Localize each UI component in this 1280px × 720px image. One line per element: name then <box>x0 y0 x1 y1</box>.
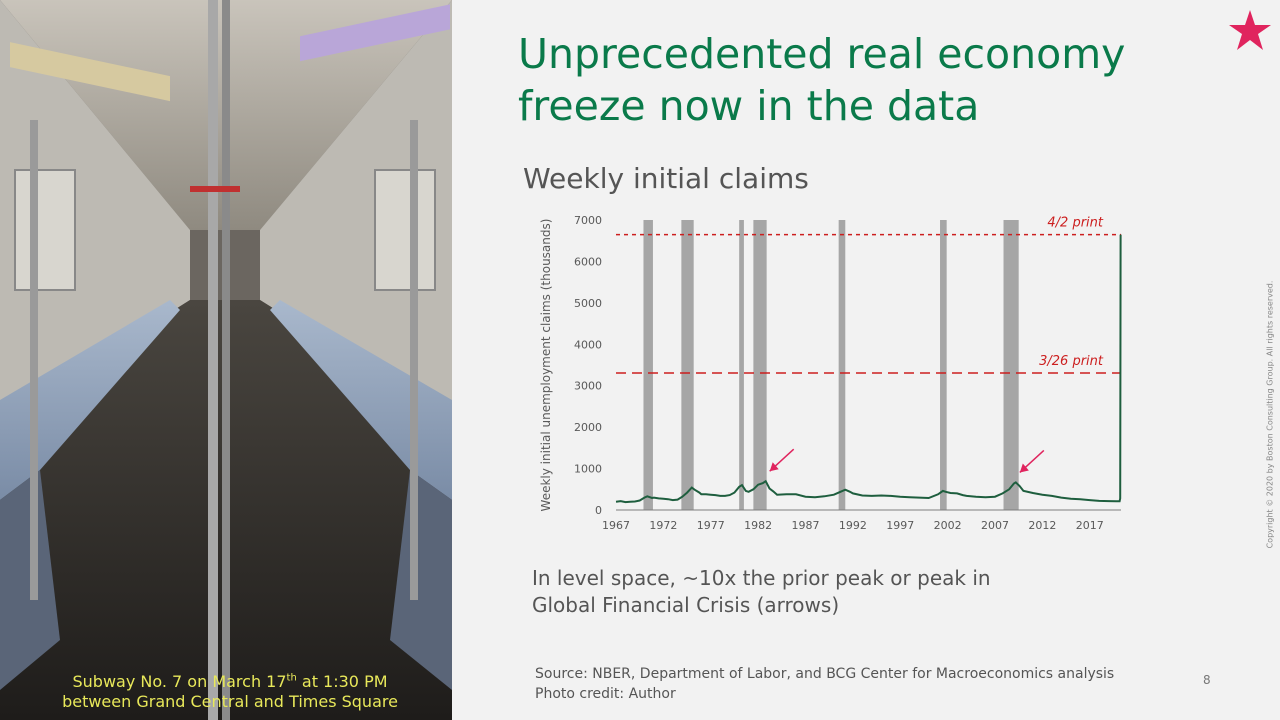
reference-label: 4/2 print <box>1047 216 1104 231</box>
recession-bands <box>643 220 1019 510</box>
y-tick-label: 4000 <box>574 338 602 351</box>
x-tick-label: 2002 <box>934 519 962 532</box>
recession-band <box>838 220 846 510</box>
x-tick-label: 1982 <box>744 519 772 532</box>
page-number: 8 <box>1203 673 1211 687</box>
peak-arrow-head <box>769 462 779 472</box>
x-tick-label: 1997 <box>886 519 914 532</box>
peak-arrows <box>769 448 1045 474</box>
recession-band <box>1003 220 1019 510</box>
slide-title: Unprecedented real economy freeze now in… <box>518 28 1198 132</box>
recession-band <box>753 220 767 510</box>
x-tick-label: 2007 <box>981 519 1009 532</box>
recession-band <box>940 220 947 510</box>
copyright-notice: Copyright © 2020 by Boston Consulting Gr… <box>1265 280 1275 549</box>
slide-title-line1: Unprecedented real economy <box>518 30 1126 78</box>
y-tick-label: 5000 <box>574 297 602 310</box>
recession-band <box>643 220 653 510</box>
photo-credit: Photo credit: Author <box>535 686 676 702</box>
note-line1: In level space, ~10x the prior peak or p… <box>532 566 991 590</box>
reference-label: 3/26 print <box>1039 354 1104 369</box>
y-axis: 0 1000 2000 3000 4000 5000 6000 7000 <box>574 214 602 517</box>
y-axis-label: Weekly initial unemployment claims (thou… <box>539 219 553 512</box>
claims-chart: 4/2 print 3/26 print 0 1000 2000 3000 4000 500… <box>539 214 1122 532</box>
star-icon <box>1229 10 1271 50</box>
recession-band <box>739 220 744 510</box>
photo-caption-line1: Subway No. 7 on March 17th at 1:30 PM <box>72 672 388 691</box>
chart-note: In level space, ~10x the prior peak or p… <box>532 565 1092 619</box>
x-axis: 1967 1972 1977 1982 1987 1992 1997 2002 2007 2012… <box>602 519 1104 532</box>
recession-band <box>681 220 694 510</box>
series-line <box>615 234 1122 504</box>
x-tick-label: 1977 <box>697 519 725 532</box>
x-tick-label: 1967 <box>602 519 630 532</box>
peak-arrow-head <box>1019 463 1029 473</box>
y-tick-label: 3000 <box>574 380 602 393</box>
reference-lines: 4/2 print 3/26 print <box>616 216 1121 374</box>
y-tick-label: 1000 <box>574 463 602 476</box>
chart-heading: Weekly initial claims <box>523 162 809 195</box>
subway-photo <box>0 0 452 720</box>
photo-caption-line2: between Grand Central and Times Square <box>62 692 398 711</box>
note-line2: Global Financial Crisis (arrows) <box>532 593 840 617</box>
x-tick-label: 2017 <box>1076 519 1104 532</box>
x-tick-label: 1972 <box>649 519 677 532</box>
slide-title-line2: freeze now in the data <box>518 82 980 130</box>
x-tick-label: 2012 <box>1028 519 1056 532</box>
source-text: Source: NBER, Department of Labor, and B… <box>535 666 1115 682</box>
x-tick-label: 1992 <box>839 519 867 532</box>
x-tick-label: 1987 <box>791 519 819 532</box>
y-tick-label: 2000 <box>574 421 602 434</box>
y-tick-label: 0 <box>595 504 602 517</box>
y-tick-label: 6000 <box>574 255 602 268</box>
y-tick-label: 7000 <box>574 214 602 227</box>
